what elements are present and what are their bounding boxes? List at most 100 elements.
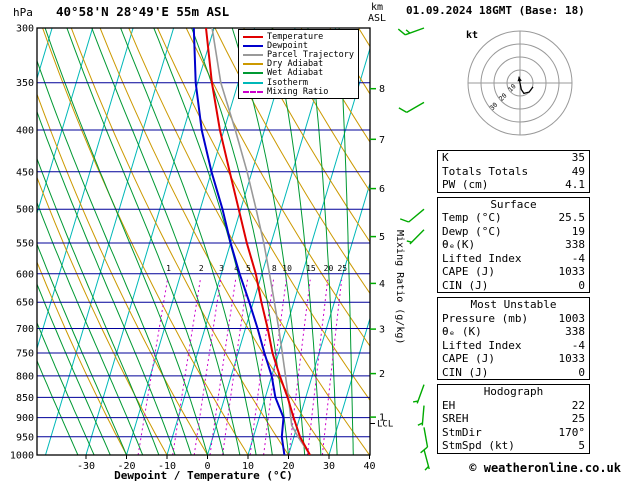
stat-value: 1033 — [558, 265, 586, 278]
table-row: CAPE (J) 1033 — [438, 265, 589, 279]
pressure-tick-label: 900 — [16, 413, 34, 424]
km-tick-label: 3 — [379, 325, 385, 336]
stat-value: 1003 — [558, 311, 586, 325]
stat-value: 170° — [558, 425, 586, 439]
temp-tick-label: -20 — [117, 461, 135, 472]
pressure-axis-unit: hPa — [13, 6, 33, 19]
stat-value: 338 — [565, 325, 585, 338]
stat-value: 0 — [578, 365, 585, 379]
temperature-curve — [205, 28, 311, 455]
datetime-label: 01.09.2024 18GMT (Base: 18) — [406, 4, 585, 17]
table-row: θₑ(K) 338 — [438, 238, 589, 252]
chart-legend: Temperature Dewpoint Parcel Trajectory Dry … — [238, 29, 359, 100]
stat-label: θₑ(K) — [442, 238, 476, 251]
pressure-tick-label: 700 — [16, 324, 34, 335]
stat-value: 0 — [578, 278, 585, 292]
table-row: θₑ (K) 338 — [438, 325, 589, 339]
stat-value: 22 — [571, 398, 585, 412]
stat-label: Pressure (mb) — [442, 311, 529, 325]
pressure-tick-label: 750 — [16, 349, 34, 360]
table-row: StmSpd (kt) 5 — [438, 439, 589, 453]
plot-frame — [36, 27, 371, 456]
km-tick-label: 1 — [379, 413, 385, 424]
legend-swatch — [243, 35, 263, 38]
table-row: EH 22 — [438, 399, 589, 413]
sounding-curves — [192, 28, 311, 455]
pressure-tick-label: 300 — [16, 24, 34, 35]
legend-item: Parcel Trajectory — [243, 49, 354, 60]
table-row: StmDir 170° — [438, 426, 589, 440]
stat-label: Totals Totals — [442, 164, 529, 178]
stat-label: CAPE (J) — [442, 265, 495, 278]
legend-item: Isotherm — [243, 77, 354, 88]
table-row: PW (cm) 4.1 — [438, 178, 589, 192]
legend-swatch — [243, 44, 263, 47]
legend-swatch — [243, 72, 263, 75]
stat-label: PW (cm) — [442, 178, 489, 191]
hodograph-ring — [480, 43, 560, 123]
legend-item: Dry Adiabat — [243, 59, 354, 69]
table-title: Hodograph — [483, 385, 544, 398]
table-title: Surface — [490, 197, 537, 211]
parcel-trajectory-curve — [211, 28, 311, 455]
stat-value: 49 — [571, 164, 585, 178]
temp-tick-label: 20 — [282, 461, 294, 472]
table-row: CIN (J) 0 — [438, 279, 589, 293]
pressure-tick-label: 350 — [16, 78, 34, 89]
km-tick-label: 4 — [379, 279, 385, 290]
table-row: Temp (°C) 25.5 — [438, 211, 589, 225]
stat-label: Dewp (°C) — [442, 224, 502, 238]
temperature-axis-label: Dewpoint / Temperature (°C) — [114, 469, 293, 482]
legend-label: Isotherm — [267, 77, 308, 88]
stat-label: StmSpd (kt) — [442, 439, 515, 452]
stat-value: 25.5 — [558, 211, 586, 224]
stat-label: CAPE (J) — [442, 352, 495, 365]
stat-label: θₑ (K) — [442, 325, 482, 338]
stat-value: 1033 — [558, 352, 586, 365]
table-row: Lifted Index -4 — [438, 252, 589, 266]
table-title: Most Unstable — [470, 298, 557, 311]
pressure-tick-label: 400 — [16, 126, 34, 137]
temp-tick-label: 30 — [323, 461, 335, 472]
stat-label: CIN (J) — [442, 278, 489, 292]
km-tick-label: 5 — [379, 232, 385, 243]
stat-value: 4.1 — [565, 178, 585, 191]
stat-label: K — [442, 151, 449, 164]
temperature-tick-labels: -30 -20 -10 0 10 20 30 40 — [77, 455, 376, 472]
temp-tick-label: 0 — [204, 461, 210, 472]
legend-swatch — [243, 53, 263, 56]
mixing-ratio-value: 4 — [234, 264, 239, 273]
temp-tick-label: 10 — [242, 461, 254, 472]
legend-item: Wet Adiabat — [243, 68, 354, 78]
table-row: Totals Totals 49 — [438, 165, 589, 179]
stat-label: EH — [442, 398, 456, 412]
temp-tick-label: -30 — [77, 461, 95, 472]
temp-tick-label: -10 — [158, 461, 176, 472]
stat-value: 35 — [571, 151, 585, 164]
stat-value: 25 — [571, 412, 585, 425]
mixing-ratio-value: 2 — [199, 264, 204, 273]
hodograph-table: Hodograph EH 22 SREH 25 StmDir 170° StmSpd (kt… — [437, 384, 590, 454]
dewpoint-curve — [192, 28, 286, 455]
stat-label: CIN (J) — [442, 365, 489, 379]
hodograph-ring-label: 20 — [497, 92, 508, 103]
mixing-ratio-value: 1 — [166, 264, 171, 273]
table-row: CAPE (J) 1033 — [438, 352, 589, 366]
stat-label: Lifted Index — [442, 338, 522, 352]
table-row: SREH 25 — [438, 412, 589, 426]
table-row: K 35 — [438, 151, 589, 165]
pressure-tick-labels: 300 350 400 450 500 550 600 650 700 750 800 850 900 9… — [10, 24, 34, 462]
mixing-ratio-value: 3 — [219, 264, 224, 273]
stat-value: -4 — [571, 251, 585, 265]
stat-value: -4 — [571, 338, 585, 352]
skewt-chart: 1 2 3 4 5 8 10 15 20 2530035040045050055060065070… — [10, 24, 430, 472]
most-unstable-table: Most Unstable Pressure (mb) 1003 θₑ (K) 338… — [437, 297, 590, 380]
table-row: Lifted Index -4 — [438, 339, 589, 353]
legend-label: Parcel Trajectory — [267, 49, 354, 60]
legend-item: Dewpoint — [243, 41, 354, 51]
legend-swatch — [243, 81, 263, 84]
mixing-ratio-value: 8 — [272, 264, 277, 273]
station-title: 40°58'N 28°49'E 55m ASL — [56, 4, 230, 19]
pressure-tick-label: 600 — [16, 269, 34, 280]
